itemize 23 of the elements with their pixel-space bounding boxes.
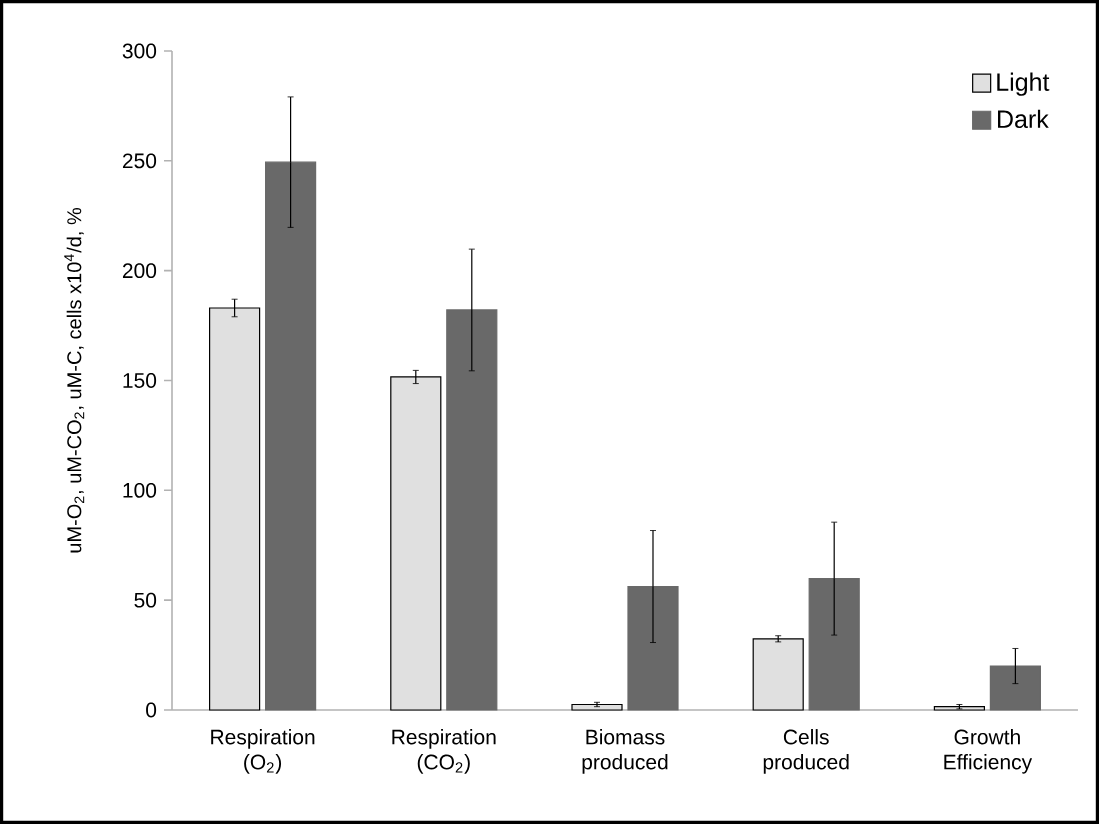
y-tick-label: 0 (146, 702, 157, 718)
bar (265, 161, 317, 711)
legend-label: Dark (998, 109, 1049, 129)
y-tick-label: 100 (123, 482, 157, 498)
bar (933, 706, 985, 711)
y-tick-label: 150 (123, 373, 157, 388)
bar (808, 578, 860, 711)
bar (571, 703, 623, 711)
x-tick-label: Respiration (O$_{2}$) (211, 729, 315, 774)
x-tick-label: Cells produced (763, 729, 849, 774)
y-tick-label: 50 (134, 592, 157, 608)
y-tick-label: 300 (122, 43, 157, 59)
y-tick-label: 200 (122, 263, 157, 279)
x-tick-label: Biomass produced (582, 729, 668, 774)
x-tick-label: Respiration (CO$_{2}$) (392, 729, 496, 774)
bar (752, 638, 804, 711)
bar (446, 309, 498, 711)
bar (989, 665, 1041, 711)
y-axis-title: uM-O$_{2}$, uM-CO$_{2}$, uM-C, cells x10$^{4}$/d, % (64, 207, 85, 553)
x-tick-label: Growth Efficiency (944, 729, 1033, 774)
y-tick-label: 250 (122, 153, 157, 169)
bar (627, 585, 679, 711)
legend-label: Light (997, 72, 1050, 96)
